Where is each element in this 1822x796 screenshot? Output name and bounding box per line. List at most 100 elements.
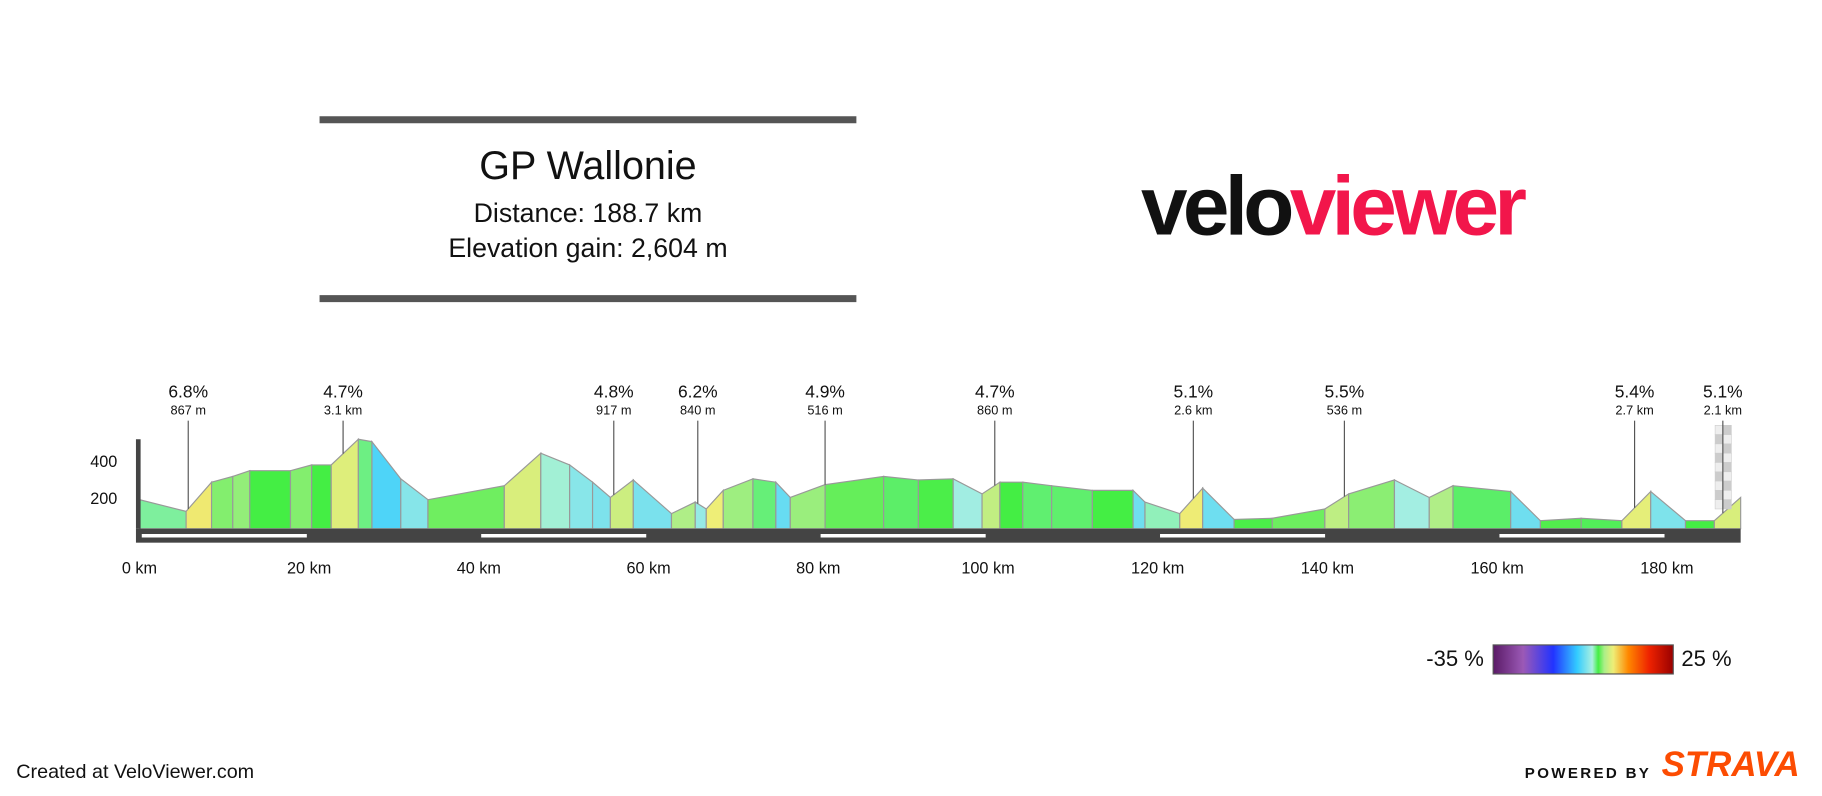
finish-tower: [1722, 443, 1732, 454]
annotation-label: 6.2%: [678, 381, 718, 401]
finish-tower: [1722, 480, 1732, 491]
profile-segment: [1452, 485, 1512, 530]
profile-segment: [540, 452, 571, 530]
color-scale-label: -35 %: [1426, 646, 1484, 671]
profile-segment: [1510, 490, 1541, 530]
annotation-label: 4.7%: [323, 381, 363, 401]
profile-segment: [824, 475, 885, 530]
profile-segment: [569, 463, 594, 530]
finish-tower: [1714, 471, 1724, 482]
profile-segment: [632, 478, 673, 530]
x-tick-label: 120 km: [1131, 560, 1184, 578]
profile-segment: [1271, 508, 1326, 530]
x-tick-label: 160 km: [1470, 560, 1523, 578]
finish-tower: [1714, 425, 1724, 435]
profile-segment: [330, 437, 359, 530]
annotation-detail: 867 m: [170, 403, 205, 418]
profile-segment: [357, 438, 373, 530]
annotation-label: 5.5%: [1325, 381, 1365, 401]
annotation-detail: 516 m: [807, 403, 842, 418]
profile-segment: [981, 481, 1001, 530]
profile-segment: [1132, 488, 1146, 530]
profile-segment: [289, 464, 313, 530]
profile-segment: [1144, 501, 1181, 530]
annotation-label: 6.8%: [168, 381, 208, 401]
annotation-detail: 536 m: [1327, 403, 1362, 418]
profile-segment: [789, 483, 826, 530]
x-tick-label: 20 km: [287, 560, 331, 578]
y-axis-bar: [135, 439, 141, 529]
finish-tower: [1714, 452, 1724, 463]
profile-segment: [1539, 517, 1582, 530]
y-tick-label: 200: [90, 490, 117, 508]
profile-segment: [883, 475, 919, 530]
profile-segment: [1233, 517, 1273, 530]
finish-tower: [1722, 471, 1732, 482]
profile-segment: [232, 469, 251, 530]
finish-tower: [1714, 462, 1724, 473]
annotation-label: 4.7%: [975, 381, 1015, 401]
x-tick-label: 60 km: [626, 560, 670, 578]
annotation-detail: 2.6 km: [1174, 403, 1212, 418]
plot: 0 km 20 km 40 km 60 km 80 km 100 km 120 km 140 …: [90, 381, 1743, 675]
x-tick-label: 0 km: [122, 560, 157, 578]
finish-tower: [1714, 490, 1724, 500]
x-tick-label: 80 km: [796, 560, 840, 578]
x-tick-label: 180 km: [1640, 560, 1693, 578]
brand: STRAVA: [1662, 745, 1800, 784]
profile-segment: [311, 464, 332, 530]
finish-tower: [1722, 425, 1732, 435]
annotation-detail: 917 m: [596, 403, 631, 418]
x-tick-label: 140 km: [1301, 560, 1354, 578]
profile-segment: [1580, 517, 1623, 530]
profile-segment: [694, 501, 707, 530]
annotation-detail: 2.1 km: [1704, 403, 1742, 418]
profile-segment: [917, 478, 954, 530]
profile-segment: [503, 451, 542, 530]
subtitle: Elevation gain: 2,604 m: [448, 233, 727, 263]
profile-segment: [1684, 520, 1715, 530]
profile-segment: [1179, 486, 1204, 530]
powered-by: POWERED BY: [1525, 765, 1651, 782]
profile-segment: [670, 501, 696, 530]
finish-tower: [1722, 434, 1732, 445]
profile-segment: [210, 475, 234, 530]
profile-segment: [1051, 485, 1093, 530]
profile-segment: [427, 485, 505, 530]
profile-segment: [999, 481, 1024, 530]
profile-segment: [591, 480, 611, 530]
annotation-label: 4.8%: [594, 381, 634, 401]
y-tick-label: 400: [90, 453, 117, 471]
logo: veloviewer: [1141, 159, 1526, 253]
finish-tower: [1722, 452, 1732, 463]
finish-tower: [1722, 499, 1732, 510]
credit: Created at VeloViewer.com: [16, 761, 254, 783]
profile-segment: [1202, 486, 1235, 530]
annotation-detail: 3.1 km: [324, 403, 362, 418]
profile-segment: [400, 477, 429, 530]
subtitle: Distance: 188.7 km: [474, 198, 703, 228]
profile-segment: [722, 478, 754, 530]
annotation-detail: 840 m: [680, 403, 715, 418]
color-scale-label: 25 %: [1681, 646, 1731, 671]
profile-segment: [185, 480, 213, 530]
profile-segment: [249, 470, 292, 530]
annotation-detail: 860 m: [977, 403, 1012, 418]
finish-tower: [1714, 480, 1724, 491]
annotation-label: 5.4%: [1615, 381, 1655, 401]
finish-tower: [1714, 499, 1724, 510]
finish-tower: [1722, 490, 1732, 500]
profile-segment: [1393, 479, 1430, 530]
annotation-label: 5.1%: [1173, 381, 1213, 401]
profile-segment: [1324, 492, 1350, 530]
logo-right: viewer: [1290, 159, 1527, 253]
profile-segment: [952, 477, 983, 530]
profile-segment: [775, 480, 791, 530]
x-tick-label: 40 km: [457, 560, 501, 578]
profile-segment: [752, 478, 777, 530]
finish-tower: [1714, 443, 1724, 454]
profile-segment: [1091, 489, 1134, 530]
finish-tower: [1722, 462, 1732, 473]
profile-segment: [371, 439, 402, 530]
